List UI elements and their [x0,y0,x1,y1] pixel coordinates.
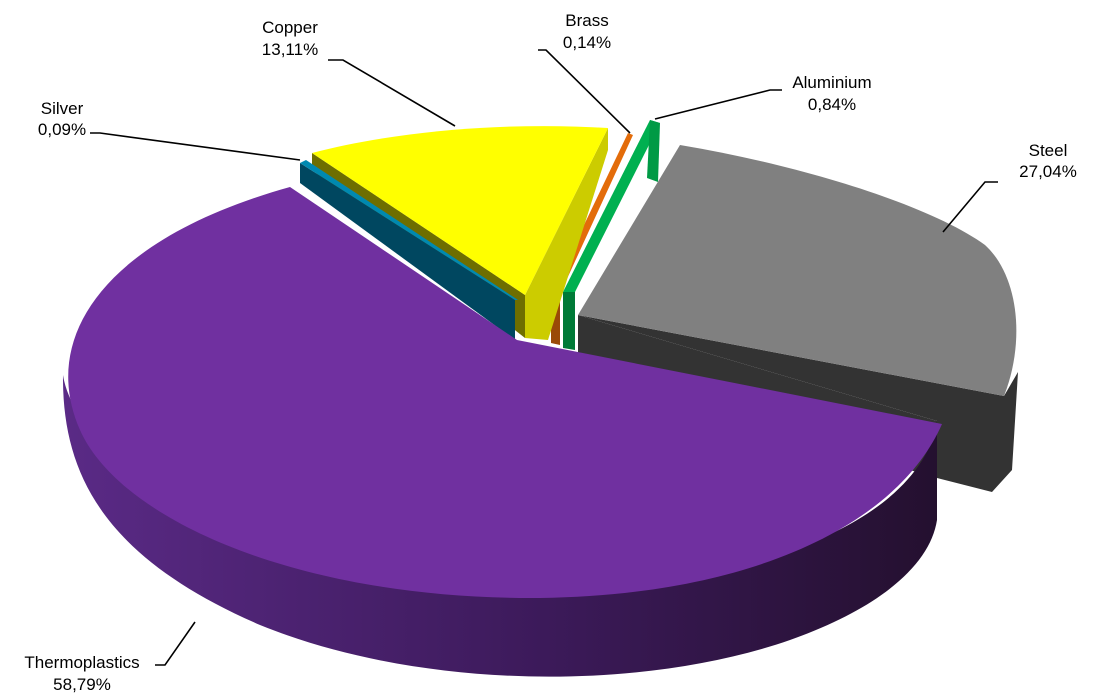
label-name-brass: Brass [565,11,608,30]
slice-aluminium-front [647,120,660,182]
leader-line-thermoplastics [155,621,196,666]
leader-line-aluminium [654,89,782,120]
slice-silver-top [300,160,518,300]
data-labels: Steel 27,04% Thermoplastics 58,79% Silve… [24,11,1076,694]
leader-line-silver [90,132,301,161]
leader-lines [90,49,998,666]
label-value-copper: 13,11% [262,40,318,59]
leader-line-steel [942,181,998,233]
slice-copper-top [312,126,608,296]
slice-steel-top [578,145,1017,396]
slice-thermoplastics [62,187,943,677]
label-name-thermoplastics: Thermoplastics [24,653,139,672]
label-value-silver: 0,09% [38,120,86,139]
leader-line-copper [328,59,456,127]
slice-aluminium-top [563,120,660,292]
label-value-steel: 27,04% [1019,162,1077,181]
slice-aluminium-side [563,292,575,350]
slice-thermoplastics-top [68,187,943,599]
label-value-thermoplastics: 58,79% [53,675,111,694]
label-name-aluminium: Aluminium [792,73,871,92]
label-name-steel: Steel [1029,141,1068,160]
label-name-copper: Copper [262,18,318,37]
label-value-brass: 0,14% [563,33,611,52]
label-name-silver: Silver [41,99,84,118]
slice-silver-side [300,163,515,340]
slice-steel-side [578,315,1018,492]
slice-silver [300,160,518,340]
label-value-aluminium: 0,84% [808,95,856,114]
slice-thermoplastics-side [62,375,938,677]
slice-aluminium [563,120,660,350]
leader-line-brass [538,49,631,134]
slice-copper-side2 [525,128,608,340]
